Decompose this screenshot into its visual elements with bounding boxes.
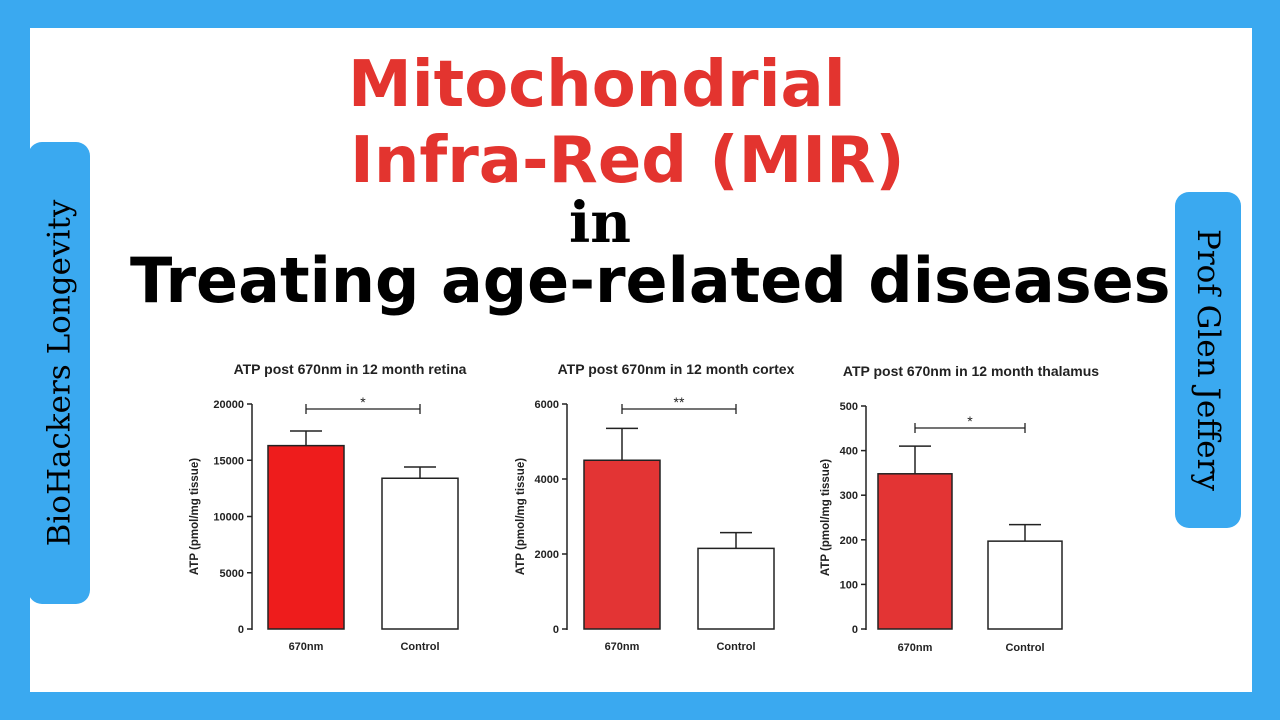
bar-control: [697, 547, 775, 630]
category-label: Control: [1005, 642, 1044, 654]
side-tab-right: Prof Glen Jeffery: [1175, 192, 1241, 528]
y-tick-label: 0: [553, 624, 559, 636]
headline-line-3: in: [569, 190, 631, 256]
y-tick-label: 100: [840, 579, 858, 591]
bar-670nm: [267, 444, 345, 630]
headline-line-2: Infra-Red (MIR): [350, 124, 905, 198]
significance-marker: *: [967, 413, 973, 429]
bar-670nm: [877, 473, 953, 630]
category-label: 670nm: [605, 641, 640, 653]
y-tick-label: 20000: [213, 399, 244, 411]
bar-670nm: [583, 459, 661, 630]
y-tick-label: 4000: [535, 474, 559, 486]
y-tick-label: 0: [852, 624, 858, 636]
side-tab-left: BioHackers Longevity: [28, 142, 90, 604]
category-label: Control: [400, 641, 439, 653]
y-axis-label: ATP (pmol/mg tissue): [189, 458, 201, 575]
y-axis-label: ATP (pmol/mg tissue): [515, 458, 527, 575]
category-label: 670nm: [898, 642, 933, 654]
y-tick-label: 6000: [535, 399, 559, 411]
y-tick-label: 500: [840, 401, 858, 413]
y-axis-label: ATP (pmol/mg tissue): [820, 459, 832, 576]
y-tick-label: 5000: [220, 568, 244, 580]
bar-control: [987, 540, 1063, 630]
y-tick-label: 10000: [213, 512, 244, 524]
chart-title: ATP post 670nm in 12 month cortex: [558, 361, 795, 377]
category-label: 670nm: [289, 641, 324, 653]
y-tick-label: 300: [840, 490, 858, 502]
y-tick-label: 2000: [535, 549, 559, 561]
y-tick-label: 200: [840, 535, 858, 547]
chart-title: ATP post 670nm in 12 month retina: [234, 361, 467, 377]
y-tick-label: 15000: [213, 455, 244, 467]
headline-line-1: Mitochondrial: [348, 48, 846, 122]
significance-marker: **: [674, 394, 685, 410]
headline-line-4: Treating age-related diseases: [130, 244, 1171, 317]
category-label: Control: [716, 641, 755, 653]
significance-marker: *: [360, 394, 366, 410]
chart-title: ATP post 670nm in 12 month thalamus: [843, 363, 1099, 379]
bar-control: [381, 477, 459, 630]
y-tick-label: 400: [840, 446, 858, 458]
y-tick-label: 0: [238, 624, 244, 636]
